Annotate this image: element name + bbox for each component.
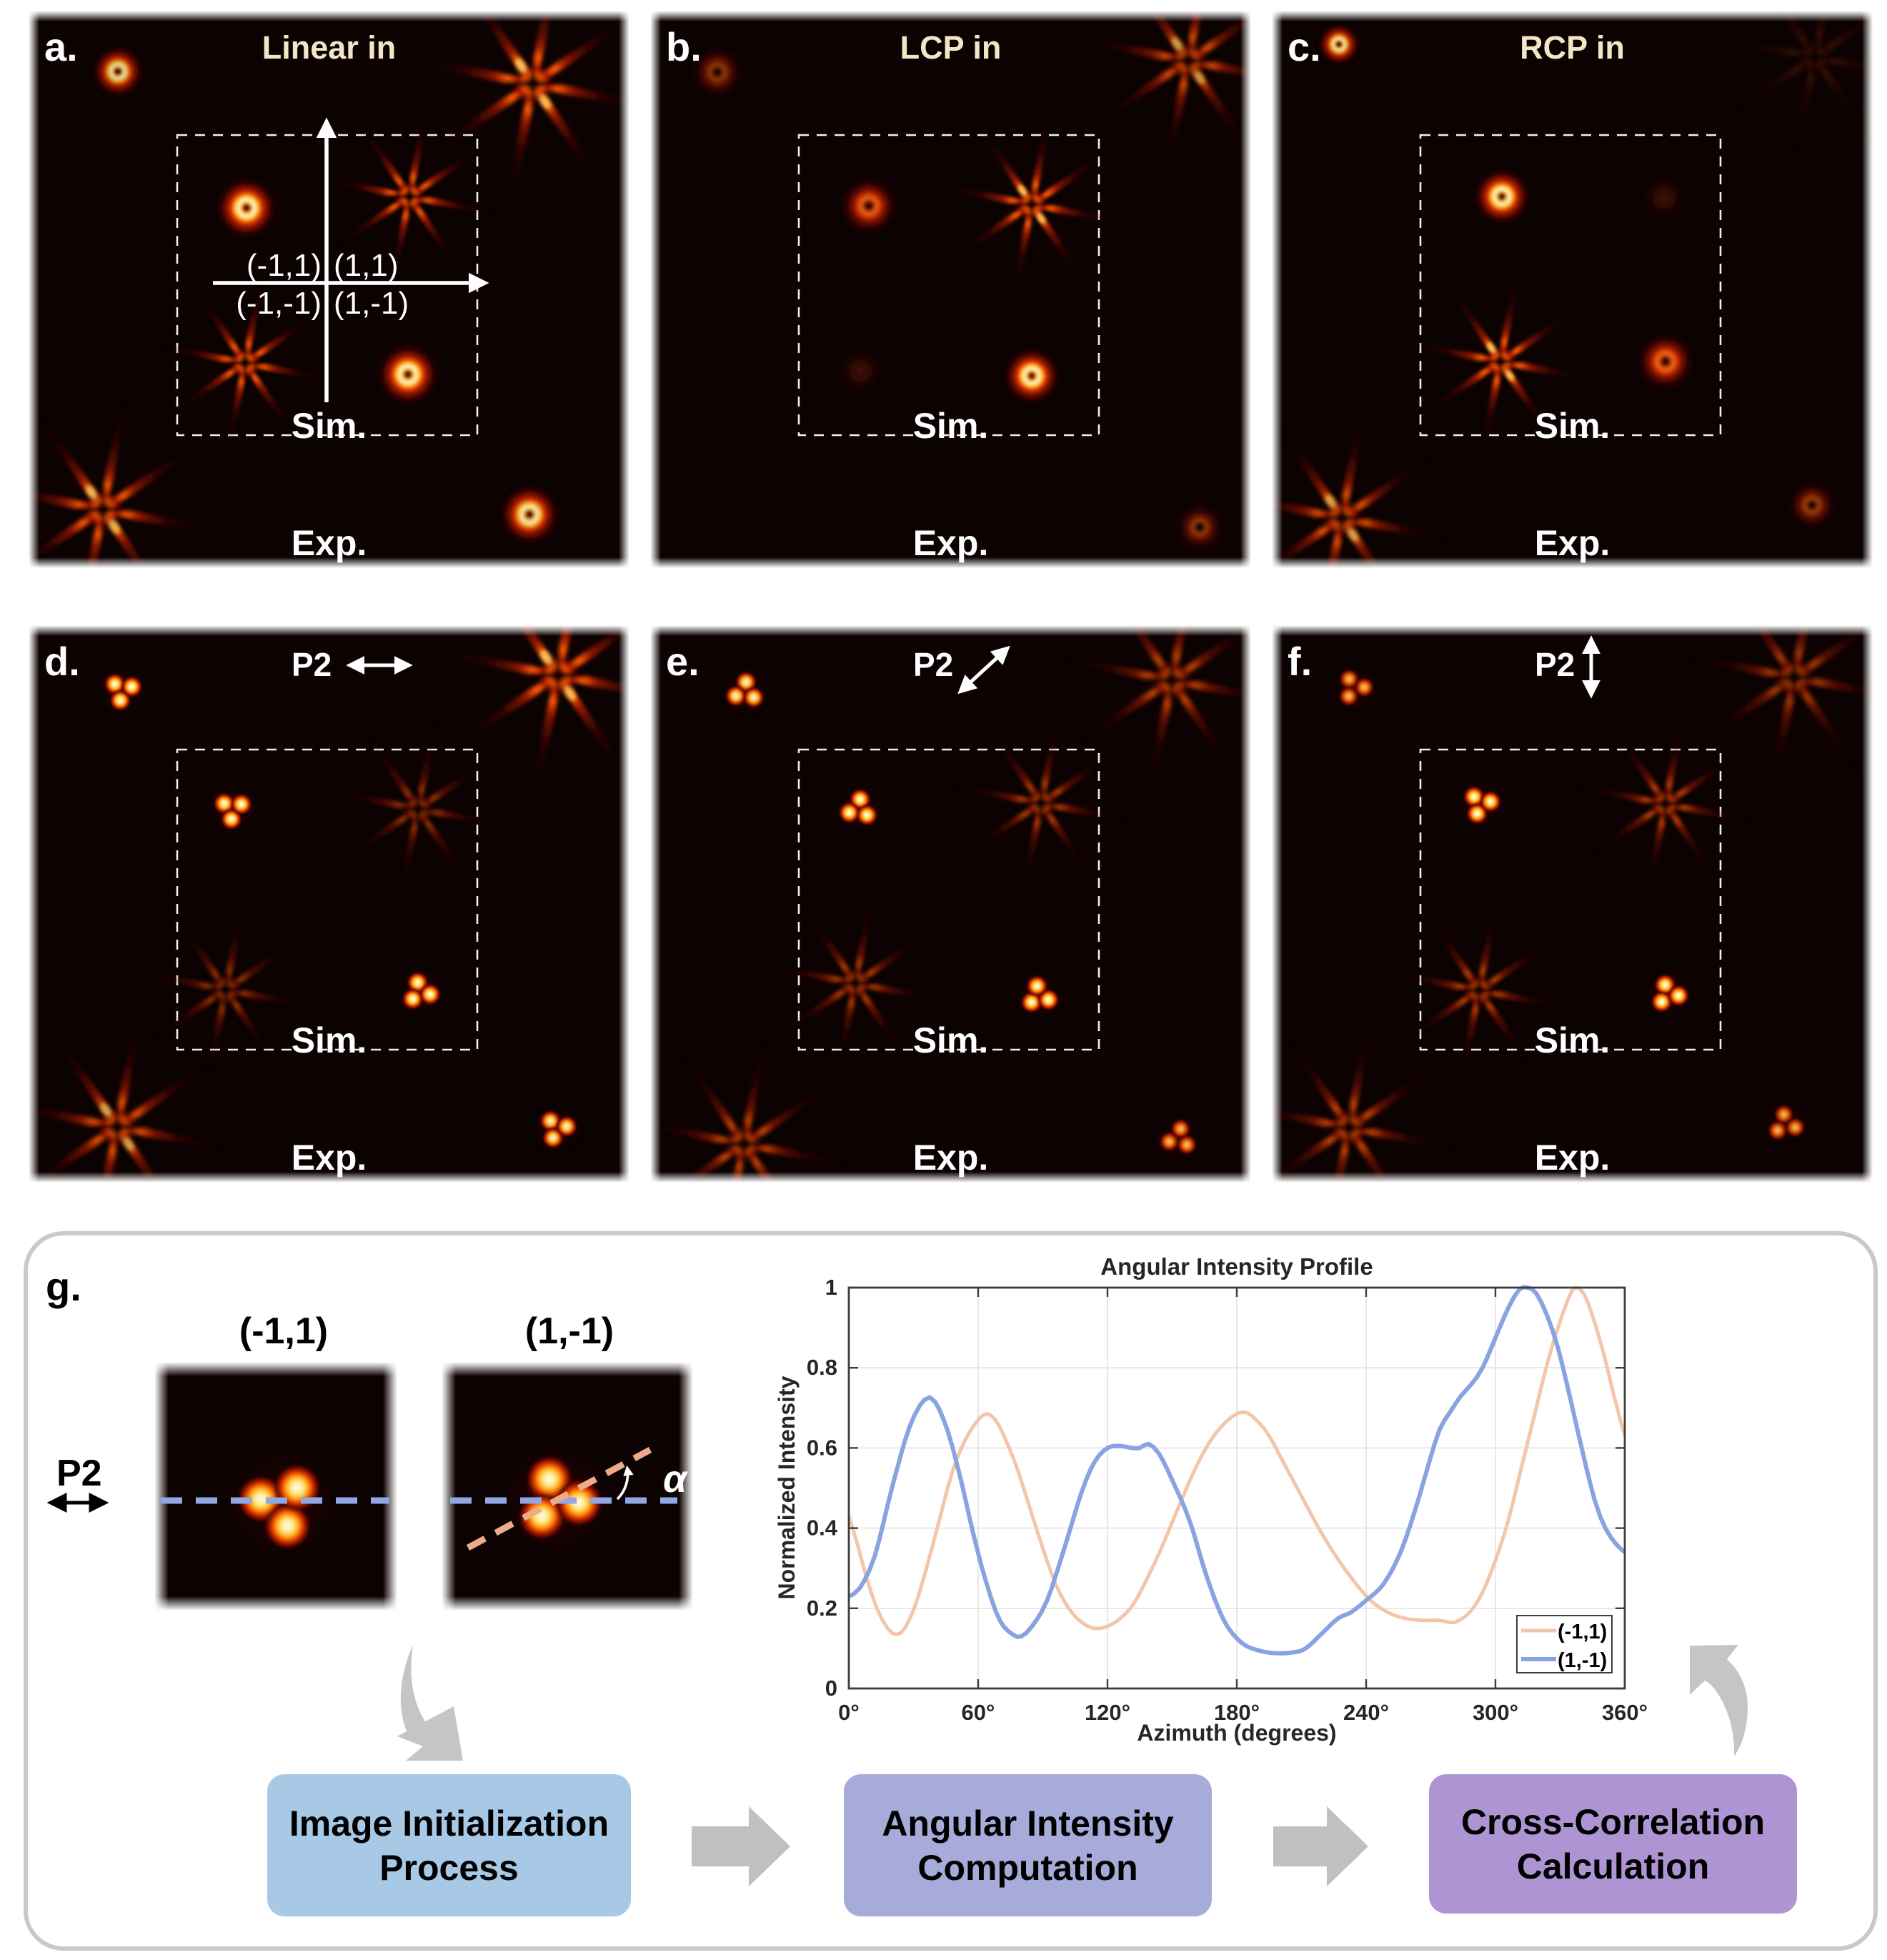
svg-text:360°: 360°	[1602, 1700, 1648, 1725]
svg-text:(-1,-1): (-1,-1)	[236, 286, 322, 321]
svg-text:240°: 240°	[1343, 1700, 1389, 1725]
svg-text:300°: 300°	[1473, 1700, 1518, 1725]
svg-text:0.2: 0.2	[807, 1596, 837, 1621]
svg-text:0°: 0°	[838, 1700, 860, 1725]
svg-text:120°: 120°	[1085, 1700, 1130, 1725]
svg-text:1: 1	[825, 1275, 837, 1300]
svg-text:180°: 180°	[1214, 1700, 1260, 1725]
svg-text:P2: P2	[56, 1453, 102, 1494]
svg-text:0.4: 0.4	[807, 1516, 838, 1541]
svg-text:(1,-1): (1,-1)	[1558, 1649, 1607, 1672]
svg-text:(-1,1): (-1,1)	[239, 1310, 328, 1352]
svg-text:(1,1): (1,1)	[334, 248, 398, 283]
svg-text:60°: 60°	[962, 1700, 995, 1725]
svg-text:0.8: 0.8	[807, 1355, 837, 1380]
svg-text:0: 0	[825, 1676, 837, 1701]
svg-text:Angular Intensity Profile: Angular Intensity Profile	[1100, 1253, 1373, 1280]
svg-text:(-1,1): (-1,1)	[1558, 1621, 1607, 1643]
svg-text:0.6: 0.6	[807, 1435, 837, 1460]
svg-text:α: α	[663, 1458, 689, 1501]
svg-text:(1,-1): (1,-1)	[334, 286, 409, 321]
svg-text:(-1,1): (-1,1)	[247, 248, 322, 283]
svg-text:Azimuth (degrees): Azimuth (degrees)	[1137, 1720, 1336, 1746]
svg-text:Normalized Intensity: Normalized Intensity	[774, 1376, 800, 1599]
svg-text:(1,-1): (1,-1)	[525, 1310, 614, 1352]
